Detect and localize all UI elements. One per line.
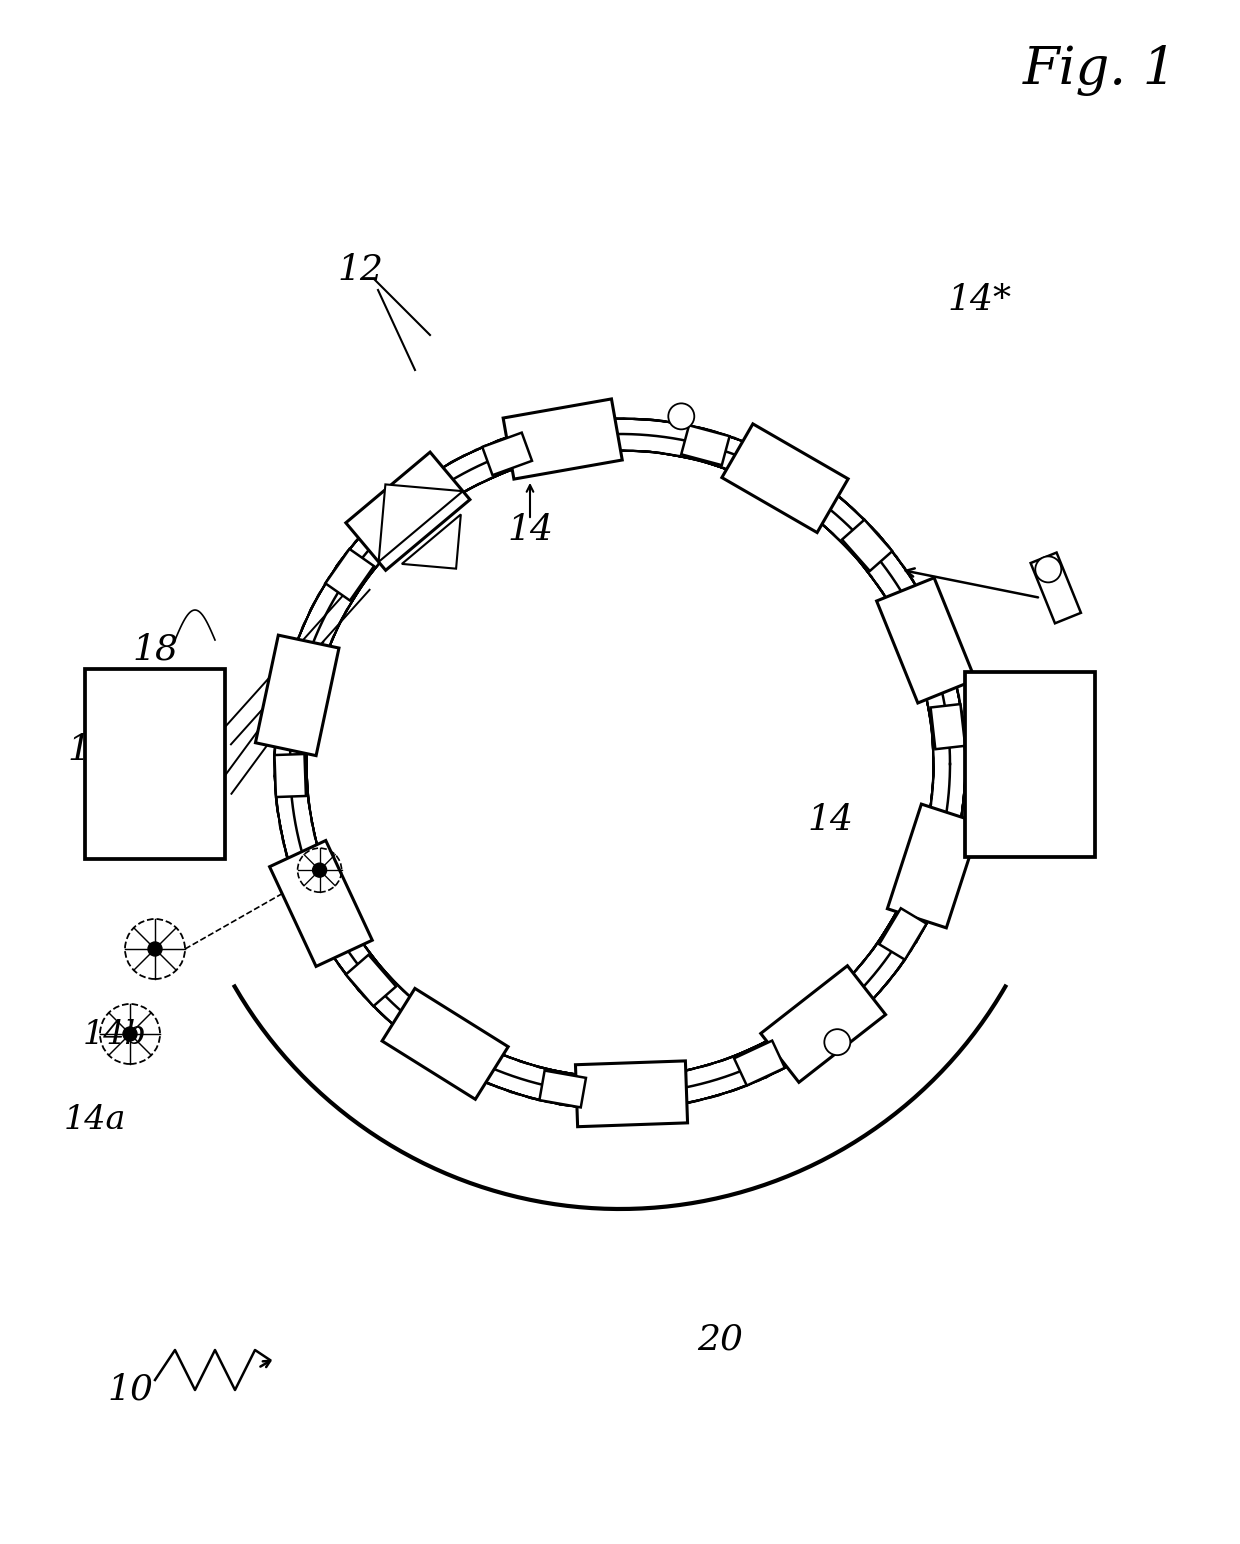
Text: 12: 12: [337, 253, 383, 287]
Polygon shape: [269, 840, 372, 967]
Circle shape: [668, 403, 694, 429]
Polygon shape: [402, 514, 461, 568]
Polygon shape: [1030, 553, 1081, 624]
Polygon shape: [930, 704, 965, 749]
Polygon shape: [888, 804, 981, 928]
Circle shape: [825, 1030, 851, 1055]
Polygon shape: [761, 965, 885, 1082]
Polygon shape: [378, 485, 463, 562]
Text: 14: 14: [507, 513, 553, 547]
Polygon shape: [681, 425, 729, 465]
Bar: [86, 669, 224, 858]
Text: 14b: 14b: [83, 1019, 146, 1051]
Polygon shape: [382, 988, 508, 1099]
Polygon shape: [539, 1070, 587, 1107]
Text: 14*: 14*: [947, 283, 1012, 317]
Polygon shape: [255, 635, 339, 755]
Polygon shape: [734, 1041, 785, 1085]
Circle shape: [312, 863, 326, 877]
Text: 20: 20: [697, 1323, 743, 1357]
Polygon shape: [722, 425, 848, 533]
Text: 16: 16: [67, 733, 113, 767]
Circle shape: [148, 942, 162, 956]
Polygon shape: [482, 432, 532, 476]
Circle shape: [1035, 556, 1061, 582]
Polygon shape: [325, 550, 374, 601]
Polygon shape: [575, 1061, 687, 1127]
Polygon shape: [274, 753, 306, 797]
Polygon shape: [346, 452, 470, 570]
Text: 10: 10: [107, 1373, 153, 1407]
Text: 14: 14: [392, 1024, 438, 1058]
Text: 14: 14: [807, 803, 853, 837]
Polygon shape: [877, 577, 976, 703]
Polygon shape: [879, 908, 926, 960]
Text: Fig. 1: Fig. 1: [1023, 45, 1177, 96]
Text: 18: 18: [131, 633, 179, 667]
Polygon shape: [842, 520, 893, 571]
Polygon shape: [503, 398, 622, 479]
Bar: [965, 672, 1095, 857]
Text: 14a: 14a: [63, 1104, 126, 1136]
Polygon shape: [346, 954, 396, 1007]
Circle shape: [123, 1027, 136, 1041]
